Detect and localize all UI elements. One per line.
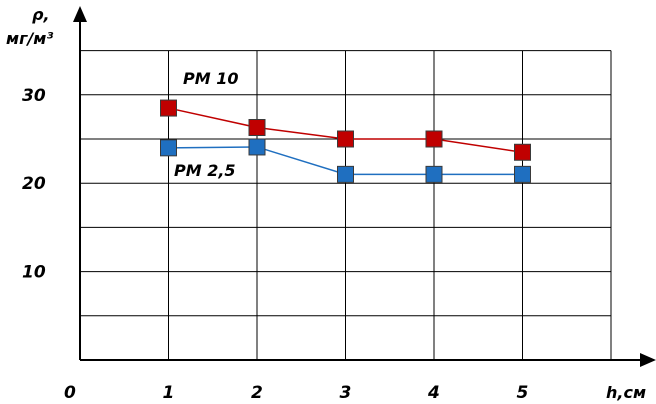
y-tick-label: 30 <box>22 86 46 106</box>
data-point-pm10 <box>160 99 177 117</box>
x-tick-label: 3 <box>340 383 352 403</box>
tick-labels: 0 1 2 3 4 5 10 20 30 <box>22 86 528 403</box>
axes <box>73 6 656 367</box>
data-point-pm25 <box>248 138 266 156</box>
data-point-pm25 <box>160 139 177 157</box>
data-point-pm10 <box>514 143 531 161</box>
series-label-pm10: PM 10 <box>183 69 238 88</box>
x-tick-label: 5 <box>517 383 529 403</box>
x-axis-arrow-icon <box>640 353 656 367</box>
data-point-pm10 <box>337 130 354 148</box>
grid <box>80 50 612 360</box>
data-point-pm10 <box>248 119 266 137</box>
x-tick-label: 2 <box>251 383 263 403</box>
series-label-pm25: PM 2,5 <box>174 161 236 180</box>
data-point-pm10 <box>425 130 443 148</box>
x-tick-label: 1 <box>163 383 175 403</box>
y-axis-arrow-icon <box>73 6 87 22</box>
y-tick-label: 20 <box>22 174 46 194</box>
y-tick-label: 10 <box>22 263 46 283</box>
x-tick-label: 4 <box>427 383 440 403</box>
y-axis-title-line1: ρ, <box>32 5 50 24</box>
data-point-pm25 <box>337 165 354 183</box>
x-tick-label: 0 <box>64 383 76 403</box>
series-layer <box>160 99 531 183</box>
y-axis-title-line2: мг/м³ <box>6 29 53 48</box>
x-axis-title: h,см <box>606 383 646 402</box>
data-point-pm25 <box>514 165 531 183</box>
data-point-pm25 <box>425 165 443 183</box>
